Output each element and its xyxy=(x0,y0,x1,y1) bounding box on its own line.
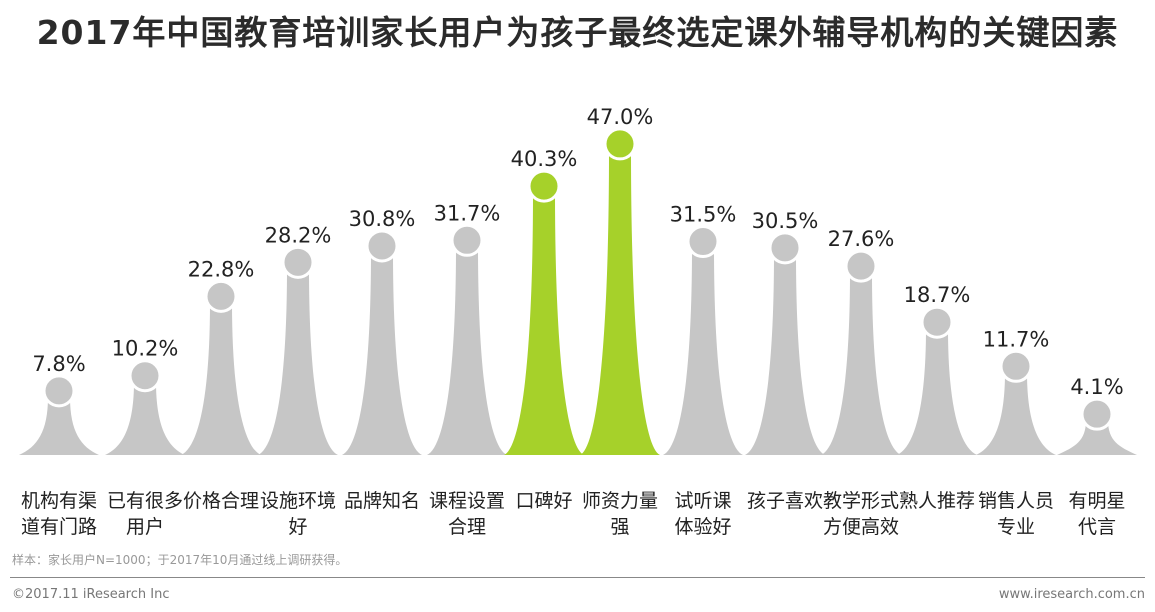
category-label: 教学形式 方便高效 xyxy=(819,488,903,540)
bar xyxy=(976,372,1056,455)
data-label: 31.5% xyxy=(670,203,737,227)
bar-cap xyxy=(999,349,1033,383)
bar xyxy=(181,302,261,455)
category-label-line: 道有门路 xyxy=(20,516,97,538)
category-label-line: 试听课 xyxy=(674,490,732,512)
category-label-line xyxy=(895,514,979,540)
bar-cap xyxy=(365,229,399,263)
category-label: 销售人员 专业 xyxy=(974,488,1058,540)
category-label: 熟人推荐 xyxy=(895,488,979,540)
divider xyxy=(10,577,1145,578)
category-label: 设施环境好 xyxy=(256,488,340,540)
category-label-line: 用户 xyxy=(125,516,164,538)
website: www.iresearch.com.cn xyxy=(998,587,1145,602)
category-label-line xyxy=(340,514,424,540)
category-label-line: 方便高效 xyxy=(822,516,899,538)
category-label-line: 销售人员 xyxy=(977,490,1054,512)
category-label: 师资力量强 xyxy=(578,488,662,540)
category-label-line: 专业 xyxy=(996,516,1035,538)
category-label-line: 孩子喜欢 xyxy=(746,490,823,512)
data-label: 31.7% xyxy=(434,201,501,225)
category-label: 口碑好 xyxy=(502,488,586,540)
category-label-line: 熟人推荐 xyxy=(898,490,975,512)
data-label: 28.2% xyxy=(265,223,332,247)
category-label-line: 强 xyxy=(610,516,630,538)
category-label-line: 品牌知名 xyxy=(343,490,420,512)
category-label: 课程设置 合理 xyxy=(425,488,509,540)
bar xyxy=(427,246,507,455)
bar xyxy=(342,251,422,455)
category-label-line: 机构有渠 xyxy=(20,490,97,512)
bar-cap xyxy=(768,231,802,265)
bar xyxy=(258,268,338,455)
category-label-line xyxy=(502,514,586,540)
category-label-line: 师资力量 xyxy=(581,490,658,512)
data-label: 22.8% xyxy=(188,257,255,281)
category-label: 已有很多 用户 xyxy=(103,488,187,540)
bar xyxy=(663,247,743,455)
category-label-line: 好 xyxy=(288,516,308,538)
chart: 7.8% 10.2% 22.8% 28.2% 30.8% 31.7% 40.3% 47.0% 3… xyxy=(19,105,1137,456)
bar-cap xyxy=(603,127,637,161)
bar-cap xyxy=(450,223,484,257)
bar-cap xyxy=(920,305,954,339)
category-label: 机构有渠 道有门路 xyxy=(17,488,101,540)
bar-cap xyxy=(128,359,162,393)
category-label-line: 已有很多 xyxy=(106,490,183,512)
data-label: 30.8% xyxy=(349,207,416,231)
category-label-line: 有明星 xyxy=(1068,490,1126,512)
bar xyxy=(105,381,185,455)
bar-cap xyxy=(281,245,315,279)
data-label: 18.7% xyxy=(904,283,971,307)
category-label-line xyxy=(743,514,827,540)
bar xyxy=(580,149,660,455)
category-label-line: 口碑好 xyxy=(515,490,573,512)
bar-cap xyxy=(844,249,878,283)
sample-note: 样本：家长用户N=1000；于2017年10月通过线上调研获得。 xyxy=(12,553,348,567)
category-label-line: 代言 xyxy=(1077,516,1116,538)
bar-cap xyxy=(1080,397,1114,431)
bar xyxy=(897,328,977,455)
bar-cap xyxy=(527,169,561,203)
data-label: 11.7% xyxy=(983,327,1050,351)
data-label: 30.5% xyxy=(752,209,819,233)
data-label: 10.2% xyxy=(112,337,179,361)
category-label-line: 价格合理 xyxy=(182,490,259,512)
chart-title: 2017年中国教育培训家长用户为孩子最终选定课外辅导机构的关键因素 xyxy=(36,13,1119,52)
bar xyxy=(504,192,584,456)
category-label: 试听课 体验好 xyxy=(661,488,745,540)
category-label-line: 教学形式 xyxy=(822,490,899,512)
data-label: 47.0% xyxy=(587,105,654,129)
category-label-line: 设施环境 xyxy=(259,490,336,512)
data-label: 4.1% xyxy=(1070,375,1123,399)
category-label: 品牌知名 xyxy=(340,488,424,540)
category-label-line: 课程设置 xyxy=(428,490,505,512)
data-label: 7.8% xyxy=(32,352,85,376)
category-label: 孩子喜欢 xyxy=(743,488,827,540)
category-label-line xyxy=(179,514,263,540)
copyright: ©2017.11 iResearch Inc xyxy=(12,587,170,602)
bar xyxy=(19,396,99,455)
category-label: 有明星 代言 xyxy=(1055,488,1139,540)
bar xyxy=(821,272,901,455)
bar-cap xyxy=(686,225,720,259)
bar xyxy=(745,253,825,455)
category-label-line: 合理 xyxy=(447,516,486,538)
bar xyxy=(1057,420,1137,455)
bar-cap xyxy=(42,374,76,408)
bar-cap xyxy=(204,279,238,313)
category-label-line: 体验好 xyxy=(674,516,732,538)
category-label: 价格合理 xyxy=(179,488,263,540)
data-label: 40.3% xyxy=(511,147,578,171)
data-label: 27.6% xyxy=(828,227,895,251)
